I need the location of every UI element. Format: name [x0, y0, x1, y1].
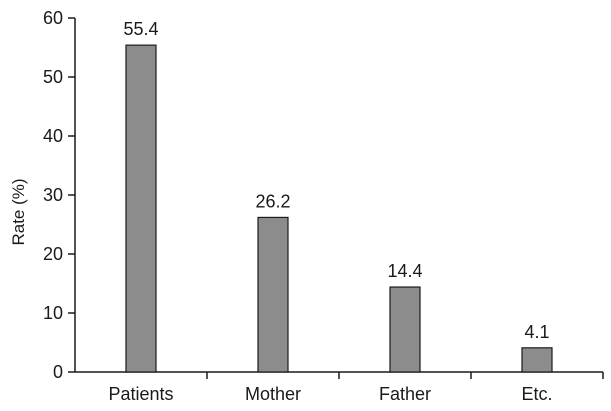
- bar-etc: [521, 347, 553, 373]
- x-category-label: Mother: [245, 384, 301, 404]
- y-axis-title: Rate (%): [9, 178, 28, 245]
- x-category-label: Father: [379, 384, 431, 404]
- data-label: 14.4: [387, 261, 422, 281]
- y-tick-label: 60: [43, 8, 63, 28]
- y-tick-label: 10: [43, 303, 63, 323]
- y-tick-label: 30: [43, 185, 63, 205]
- x-category-label: Patients: [108, 384, 173, 404]
- bar-mother: [257, 216, 289, 373]
- data-labels: 55.4 26.2 14.4 4.1: [123, 19, 549, 342]
- y-tick-label: 50: [43, 67, 63, 87]
- y-tick-label: 20: [43, 244, 63, 264]
- bar-patients: [125, 44, 157, 373]
- bars: [125, 44, 553, 373]
- data-label: 55.4: [123, 19, 158, 39]
- y-axis: 0 10 20 30 40 50 60: [43, 8, 76, 382]
- y-tick-label: 0: [53, 362, 63, 382]
- data-label: 4.1: [524, 322, 549, 342]
- bar-father: [389, 286, 421, 373]
- x-axis: Patients Mother Father Etc.: [75, 371, 604, 404]
- y-tick-label: 40: [43, 126, 63, 146]
- data-label: 26.2: [255, 191, 290, 211]
- x-category-label: Etc.: [521, 384, 552, 404]
